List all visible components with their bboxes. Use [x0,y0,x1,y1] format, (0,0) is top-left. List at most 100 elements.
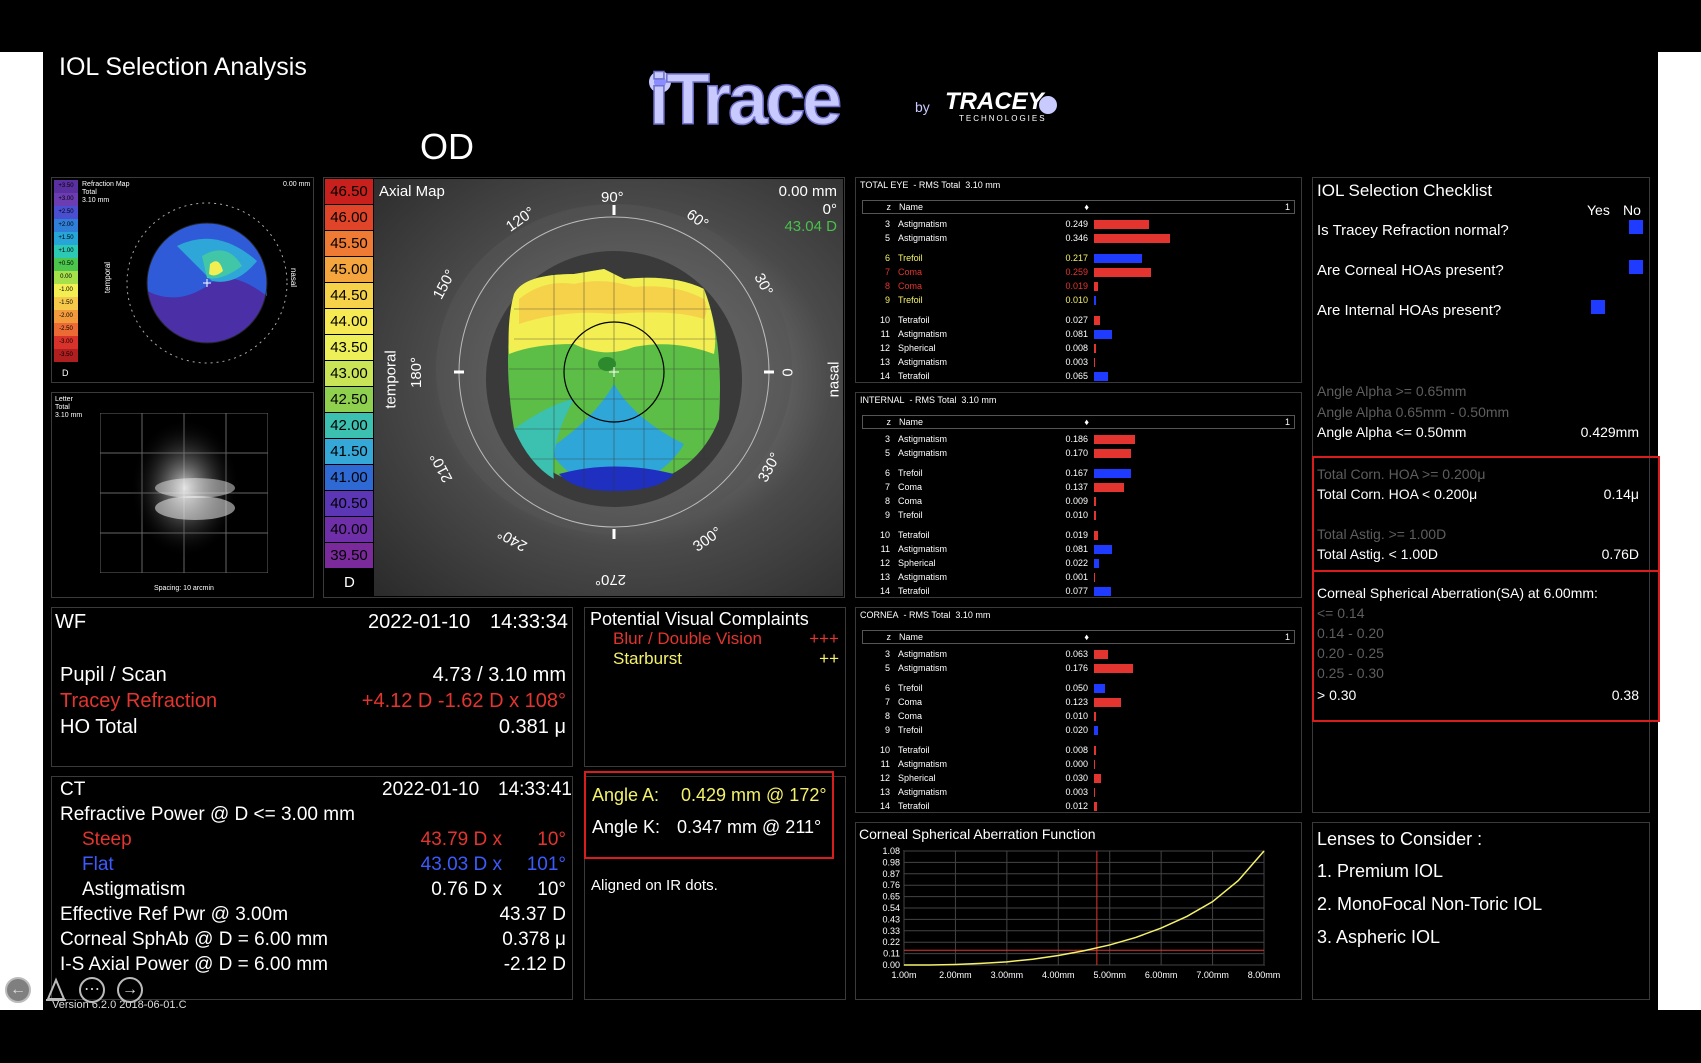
checklist-question: Are Corneal HOAs present? [1317,262,1504,279]
logo-main-text: iTrace [649,64,840,134]
table-row: 12 Spherical 0.022 [862,557,1295,569]
row-value: 0.123 [1065,697,1088,707]
row-value: 0.176 [1065,663,1088,673]
table-row: 3 Astigmatism 0.249 [862,218,1295,230]
steep-label: Steep [82,829,132,850]
row-name: Tetrafoil [898,315,930,325]
row-bar [1094,530,1098,540]
axial-angle-270: 270° [595,571,627,588]
row-z: 3 [884,219,890,229]
row-z: 7 [884,267,890,277]
chart-x-tick: 7.00mm [1196,970,1229,980]
table-row: 6 Trefoil 0.217 [862,252,1295,264]
yes-checkbox[interactable] [1591,300,1605,314]
wf-time: 14:33:34 [490,611,568,633]
logo-brand-text: TRACEY [945,88,1046,115]
chart-x-tick: 5.00mm [1093,970,1126,980]
row-name: Astigmatism [898,759,948,769]
row-name: Trefoil [898,468,923,478]
back-button[interactable]: ← [5,977,31,1003]
row-z: 13 [879,787,890,797]
table-row: 8 Coma 0.010 [862,710,1295,722]
table-row: 9 Trefoil 0.020 [862,724,1295,736]
zernike-table-panel[interactable]: CORNEA - RMS Total 3.10 mm z Name ♦ 1 3 Astigm… [855,607,1302,813]
more-button[interactable]: ⋯ [79,977,105,1003]
forward-button[interactable]: → [117,977,143,1003]
steep-value: 43.79 D x [420,829,502,850]
row-bar [1094,663,1133,673]
row-value: 0.003 [1065,787,1088,797]
sa-function-panel: Corneal Spherical Aberration Function 1.… [855,822,1302,1000]
angles-panel: Angle A: 0.429 mm @ 172° Angle K: 0.347 … [584,771,846,1000]
table-row: 5 Astigmatism 0.346 [862,232,1295,244]
table-size: 3.10 mm [955,610,991,620]
table-row: 12 Spherical 0.008 [862,342,1295,354]
sa-title: Corneal Spherical Aberration(SA) at 6.00… [1317,585,1598,601]
row-value: 0.065 [1065,371,1088,381]
row-value: 0.022 [1065,558,1088,568]
psf-title: Letter [55,396,73,403]
row-z: 11 [880,759,890,769]
col-name: Name [899,632,924,642]
table-row: 11 Astigmatism 0.000 [862,758,1295,770]
no-checkbox[interactable] [1629,220,1643,234]
flat-axis: 101° [526,854,566,875]
no-checkbox[interactable] [1629,260,1643,274]
alpha-option-selected: Angle Alpha <= 0.50mm [1317,424,1467,440]
checklist-panel: IOL Selection Checklist Yes No Is Tracey… [1312,177,1650,813]
refraction-scale-cell: -1.50 [54,297,78,310]
axial-scale-cell: 44.50 [325,283,373,309]
row-name: Coma [898,711,923,721]
psf-spacing: Spacing: 10 arcmin [154,585,214,592]
row-bar [1094,496,1096,506]
row-z: 6 [884,253,890,263]
row-bar [1094,711,1096,721]
row-value: 0.167 [1065,468,1088,478]
row-value: 0.170 [1065,448,1088,458]
table-row: 6 Trefoil 0.050 [862,682,1295,694]
row-name: Trefoil [898,295,923,305]
row-z: 10 [879,745,890,755]
flat-label: Flat [82,854,114,875]
axial-scale-cell: 43.00 [325,361,373,387]
row-name: Tetrafoil [898,801,930,811]
zernike-table-panel[interactable]: TOTAL EYE - RMS Total 3.10 mm z Name ♦ 1 3 Ast… [855,177,1302,383]
wf-date: 2022-01-10 [368,611,471,633]
alpha-value: 0.429mm [1580,424,1639,440]
row-value: 0.008 [1065,343,1088,353]
alignment-note: Aligned on IR dots. [591,877,718,894]
astig-option-selected: Total Astig. < 1.00D [1317,546,1439,562]
row-z: 14 [879,586,890,596]
axial-nasal-label: nasal [825,361,843,398]
refraction-scale-cell: -2.50 [54,323,78,336]
sa-option: 0.20 - 0.25 [1317,645,1384,661]
angle-a-value: 0.429 mm @ 172° [681,785,827,805]
astigmatism-label: Astigmatism [82,879,186,900]
cone-icon[interactable] [44,977,68,1003]
row-name: Spherical [898,558,936,568]
axial-scale-cell: 42.50 [325,387,373,413]
psf-panel[interactable]: Letter Total 3.10 mm Spacing: 10 arcmin [51,392,314,598]
table-row: 12 Spherical 0.030 [862,772,1295,784]
refraction-map-panel[interactable]: +3.50 +3.00 +2.50 +2.00 +1.50 +1.00 +0.50 0.00-… [51,177,314,383]
zernike-table-panel[interactable]: INTERNAL - RMS Total 3.10 mm z Name ♦ 1 3 Asti… [855,392,1302,598]
row-bar [1094,745,1096,755]
table-rms-label: - RMS Total [903,610,951,620]
row-bar [1094,295,1096,305]
sa-highlight-box [1312,570,1660,722]
table-row: 13 Astigmatism 0.001 [862,571,1295,583]
table-header: INTERNAL [860,395,905,405]
axial-map-panel[interactable]: 46.50 46.00 45.50 45.00 44.50 44.00 43.50 43.00… [323,177,845,598]
axial-scale-cell: 40.50 [325,491,373,517]
chart-y-tick: 0.43 [882,914,900,924]
row-z: 9 [884,725,890,735]
chart-y-tick: 0.00 [882,960,900,970]
row-z: 10 [879,530,890,540]
refraction-temporal-label: temporal [103,261,113,294]
col-name: Name [899,202,924,212]
refraction-map-sub2: 3.10 mm [82,197,110,204]
lens-item: 1. Premium IOL [1317,861,1444,881]
row-bar [1094,281,1098,291]
itrace-logo: iTrace by TRACEY TECHNOLOGIES [645,59,1075,141]
row-value: 0.012 [1065,801,1088,811]
